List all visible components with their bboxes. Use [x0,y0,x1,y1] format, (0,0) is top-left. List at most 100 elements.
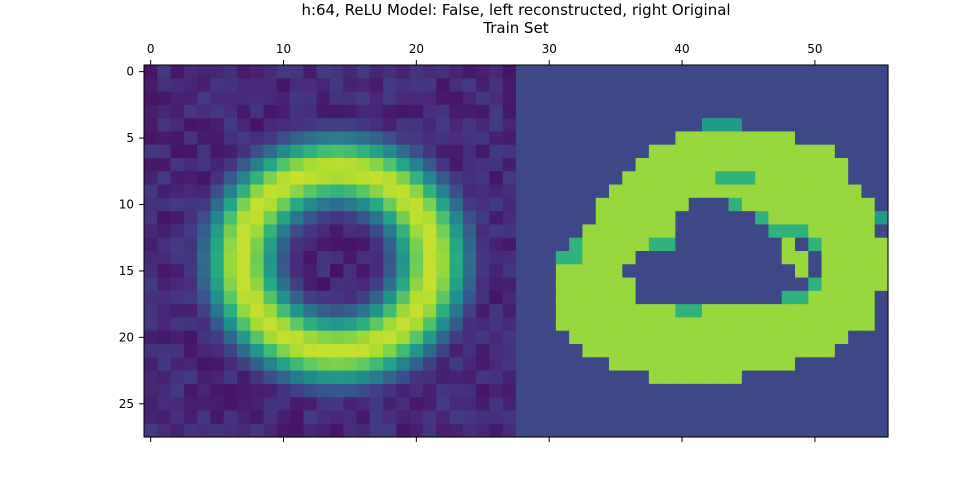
heatmap-cell [356,317,371,332]
heatmap-cell [210,211,225,226]
heatmap-cell [157,304,172,319]
heatmap-cell [263,91,278,106]
heatmap-cell [197,397,212,412]
heatmap-cell [476,118,491,133]
heatmap-cell [170,144,185,159]
heatmap-cell [662,78,677,93]
heatmap-cell [635,144,650,159]
heatmap-cell [622,104,637,119]
heatmap-cell [874,104,889,119]
heatmap-cell [808,144,823,159]
heatmap-cell [276,330,291,345]
heatmap-cell [316,118,331,133]
heatmap-cell [648,65,663,79]
heatmap-cell [290,131,305,146]
heatmap-cell [223,410,238,425]
heatmap-cell [595,237,610,252]
heatmap-cell [715,197,730,212]
heatmap-cell [276,224,291,239]
heatmap-cell [529,78,544,93]
heatmap-cell [157,131,172,146]
heatmap-cell [263,65,278,79]
heatmap-cell [874,383,889,398]
heatmap-cell [569,144,584,159]
heatmap-cell [489,304,504,319]
heatmap-cell [423,410,437,425]
heatmap-cell [197,251,212,265]
heatmap-cell [462,184,477,199]
heatmap-cell [688,171,703,186]
heatmap-cell [462,78,477,93]
heatmap-cell [157,211,172,226]
heatmap-cell [489,370,504,385]
heatmap-cell [343,410,358,425]
heatmap-cell [516,131,530,146]
heatmap-cell [290,118,305,133]
heatmap-cell [595,118,610,133]
heatmap-cell [423,383,437,398]
heatmap-cell [529,211,544,226]
heatmap-cell [343,344,358,358]
heatmap-cell [688,370,703,385]
heatmap-cell [330,317,344,332]
heatmap-cell [396,383,411,398]
heatmap-cell [170,65,185,79]
heatmap-cell [369,277,384,292]
heatmap-cell [210,370,225,385]
heatmap-cell [303,290,318,305]
heatmap-cell [462,158,477,172]
heatmap-cell [183,78,198,93]
heatmap-cell [290,277,305,292]
heatmap-cell [675,264,690,279]
heatmap-cell [555,423,570,438]
heatmap-cell [648,131,663,146]
heatmap-cell [702,277,716,292]
heatmap-cell [237,251,251,265]
heatmap-cell [715,344,730,358]
heatmap-cell [808,91,823,106]
heatmap-cell [635,304,650,319]
heatmap-cell [555,197,570,212]
heatmap-cell [436,423,451,438]
heatmap-cell [795,357,809,372]
heatmap-cell [821,144,836,159]
heatmap-cell [303,65,318,79]
heatmap-cell [741,290,756,305]
heatmap-cell [821,91,836,106]
heatmap-cell [396,423,411,438]
heatmap-cell [861,277,876,292]
heatmap-cell [396,184,411,199]
heatmap-cell [741,104,756,119]
heatmap-cell [516,118,530,133]
heatmap-cell [516,65,530,79]
heatmap-cell [183,237,198,252]
heatmap-cell [781,383,796,398]
heatmap-cell [821,410,836,425]
heatmap-cell [821,330,836,345]
heatmap-cell [768,370,783,385]
heatmap-cell [874,330,889,345]
heatmap-cell [330,184,344,199]
heatmap-cell [555,370,570,385]
heatmap-cell [383,330,398,345]
heatmap-cell [728,184,743,199]
heatmap-cell [874,410,889,425]
heatmap-cell [821,131,836,146]
heatmap-cell [728,131,743,146]
heatmap-cell [276,144,291,159]
heatmap-cell [861,118,876,133]
heatmap-cell [144,370,158,385]
heatmap-cell [595,304,610,319]
heatmap-cell [595,357,610,372]
y-tick-label: 25 [119,397,134,411]
heatmap-cell [276,383,291,398]
heatmap-cell [183,118,198,133]
heatmap-cell [516,317,530,332]
heatmap-cell [648,78,663,93]
heatmap-cell [183,211,198,226]
heatmap-cell [622,397,637,412]
heatmap-cell [569,304,584,319]
heatmap-cell [555,277,570,292]
heatmap-cell [569,184,584,199]
heatmap-cell [848,144,863,159]
